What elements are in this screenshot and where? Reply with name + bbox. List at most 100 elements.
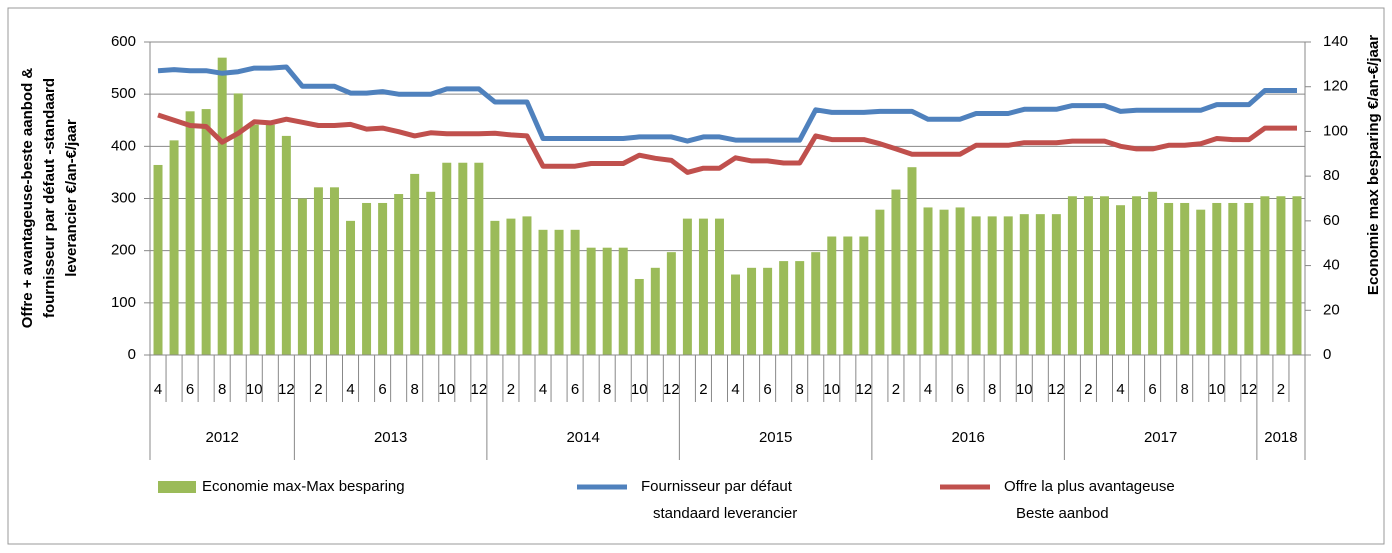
- x-tick-label: 8: [411, 381, 419, 398]
- bar: [731, 274, 741, 355]
- x-tick-label: 12: [471, 381, 488, 398]
- bar: [522, 216, 532, 355]
- bar: [955, 207, 965, 355]
- x-tick-label: 8: [1181, 381, 1189, 398]
- x-tick-label: 2: [699, 381, 707, 398]
- bar: [1083, 196, 1093, 355]
- bar: [506, 218, 516, 355]
- bar: [586, 247, 596, 355]
- x-group-label: 2018: [1264, 429, 1297, 446]
- x-tick-label: 10: [246, 381, 263, 398]
- x-tick-label: 2: [1277, 381, 1285, 398]
- y-axis-title: Offre + avantageuse-beste aanbod &: [19, 68, 36, 329]
- bar: [297, 198, 307, 355]
- bar: [217, 57, 227, 356]
- x-tick-label: 2: [507, 381, 515, 398]
- bar: [859, 236, 869, 355]
- bar: [714, 218, 724, 355]
- y-tick-label: 500: [111, 85, 136, 102]
- x-tick-label: 4: [924, 381, 932, 398]
- bar: [458, 162, 468, 355]
- bar: [939, 209, 949, 355]
- x-tick-label: 6: [956, 381, 964, 398]
- legend-label: standaard leverancier: [653, 505, 797, 522]
- y-tick-label: 100: [111, 294, 136, 311]
- x-tick-label: 2: [314, 381, 322, 398]
- bar: [281, 135, 291, 355]
- bar: [538, 229, 548, 355]
- x-tick-label: 2: [1084, 381, 1092, 398]
- x-tick-label: 10: [1208, 381, 1225, 398]
- bar: [249, 124, 259, 355]
- bar: [378, 202, 388, 355]
- bar: [1180, 202, 1190, 355]
- bar: [1067, 196, 1077, 355]
- bar: [1148, 191, 1158, 355]
- x-tick-label: 8: [603, 381, 611, 398]
- bar: [554, 229, 564, 355]
- bar: [907, 167, 917, 355]
- bar: [394, 194, 404, 355]
- x-tick-label: 10: [631, 381, 648, 398]
- bar: [1228, 202, 1238, 355]
- bar: [650, 267, 660, 355]
- x-tick-label: 10: [438, 381, 455, 398]
- bar: [442, 162, 452, 355]
- bar: [185, 111, 195, 355]
- x-tick-label: 12: [663, 381, 680, 398]
- bar: [410, 173, 420, 355]
- bar: [426, 191, 436, 355]
- bar: [153, 164, 163, 355]
- bar: [201, 109, 211, 355]
- y-tick-label: 200: [111, 242, 136, 259]
- bar: [1244, 202, 1254, 355]
- y-axis-title: fournisseur par défaut -standaard: [41, 78, 58, 318]
- bar: [1196, 209, 1206, 355]
- bar: [698, 218, 708, 355]
- y-tick-label: 300: [111, 189, 136, 206]
- x-tick-label: 12: [856, 381, 873, 398]
- x-tick-label: 6: [571, 381, 579, 398]
- y2-tick-label: 40: [1323, 257, 1340, 274]
- bar: [1099, 196, 1109, 355]
- bar: [682, 218, 692, 355]
- y2-axis-title: Economie max besparing €/an-€/jaar: [1365, 35, 1382, 295]
- bar: [1276, 196, 1286, 355]
- bar: [634, 278, 644, 355]
- x-tick-label: 8: [988, 381, 996, 398]
- legend-swatch: [158, 481, 196, 493]
- y2-tick-label: 140: [1323, 33, 1348, 50]
- bar: [362, 202, 372, 355]
- x-group-label: 2014: [566, 429, 599, 446]
- bar: [1164, 202, 1174, 355]
- bar: [1035, 214, 1045, 355]
- bar: [795, 261, 805, 355]
- x-tick-label: 4: [1116, 381, 1124, 398]
- bar: [923, 207, 933, 355]
- x-group-label: 2015: [759, 429, 792, 446]
- legend-label: Offre la plus avantageuse: [1004, 478, 1175, 495]
- x-tick-label: 8: [796, 381, 804, 398]
- bar: [891, 189, 901, 355]
- bar: [1292, 196, 1302, 355]
- x-tick-label: 12: [278, 381, 295, 398]
- bar: [618, 247, 628, 355]
- bar: [666, 252, 676, 355]
- frame: [7, 7, 1385, 545]
- bar: [169, 140, 179, 355]
- y-tick-label: 600: [111, 33, 136, 50]
- x-tick-label: 6: [763, 381, 771, 398]
- x-tick-label: 12: [1241, 381, 1258, 398]
- legend-label: Fournisseur par défaut: [641, 478, 793, 495]
- y2-tick-label: 80: [1323, 167, 1340, 184]
- x-group-label: 2012: [206, 429, 239, 446]
- bar: [1116, 205, 1126, 355]
- bar: [233, 93, 243, 356]
- x-tick-label: 12: [1048, 381, 1065, 398]
- x-tick-label: 6: [1148, 381, 1156, 398]
- bar: [747, 267, 757, 355]
- bar: [843, 236, 853, 355]
- x-tick-label: 4: [731, 381, 739, 398]
